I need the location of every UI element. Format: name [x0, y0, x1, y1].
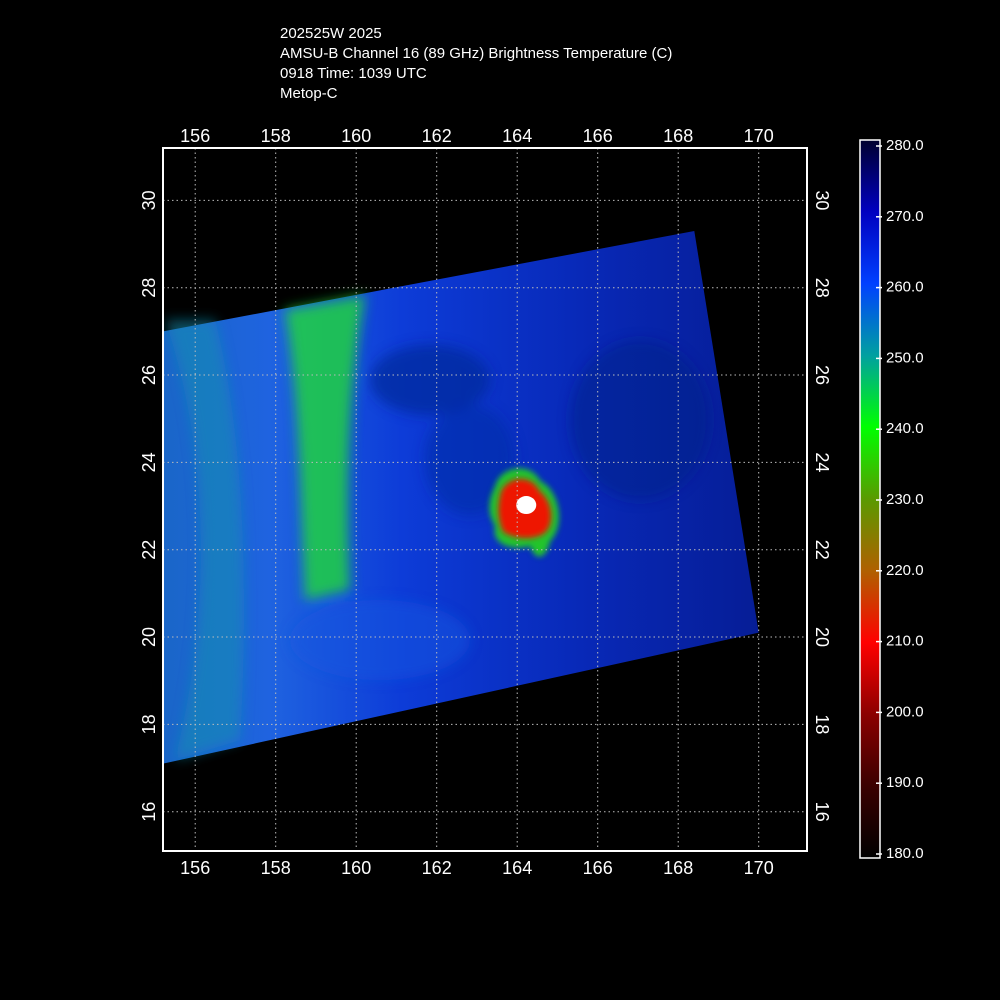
satellite-title: Metop-C [280, 85, 338, 102]
lon-tick-label-bottom: 156 [180, 858, 210, 878]
lat-tick-label-right: 16 [812, 802, 832, 822]
lat-tick-label-right: 28 [812, 278, 832, 298]
lat-tick-label-left: 26 [139, 365, 159, 385]
storm-id-title: 202525W 2025 [280, 25, 382, 42]
axis-ticks: 156 156 158 158 160 160 162 162 164 164 166 166 168 1… [139, 126, 832, 878]
colorbar-scale [859, 139, 881, 859]
lon-tick-label-top: 160 [341, 126, 371, 146]
lat-tick-label-right: 30 [812, 190, 832, 210]
lon-tick-label-bottom: 168 [663, 858, 693, 878]
lon-tick-label-bottom: 166 [583, 858, 613, 878]
plot-header: 202525W 2025 AMSU-B Channel 16 (89 GHz) … [280, 24, 672, 104]
lon-tick-label-top: 162 [422, 126, 452, 146]
colorbar: 280.0 270.0 260.0 250.0 240.0 230.0 220.0 210.0… [859, 137, 924, 862]
lon-tick-label-top: 158 [261, 126, 291, 146]
lon-tick-label-top: 156 [180, 126, 210, 146]
cloud-band [285, 295, 365, 600]
colorbar-label: 180.0 [886, 845, 924, 862]
lon-tick-label-bottom: 164 [502, 858, 532, 878]
cloud-band [425, 405, 515, 515]
lon-tick-label-bottom: 162 [422, 858, 452, 878]
lat-tick-label-left: 28 [139, 278, 159, 298]
lat-tick-label-left: 22 [139, 540, 159, 560]
cloud-band [165, 320, 244, 760]
lon-tick-label-bottom: 170 [744, 858, 774, 878]
lon-tick-label-top: 170 [744, 126, 774, 146]
lat-tick-label-left: 24 [139, 452, 159, 472]
lon-tick-label-top: 166 [583, 126, 613, 146]
lat-tick-label-right: 24 [812, 452, 832, 472]
lat-tick-label-right: 20 [812, 627, 832, 647]
storm-core [489, 468, 559, 557]
lat-tick-label-right: 26 [812, 365, 832, 385]
cloud-bands [165, 295, 710, 760]
lat-tick-label-left: 20 [139, 627, 159, 647]
cloud-band [570, 340, 710, 500]
time-title: 0918 Time: 1039 UTC [280, 65, 427, 82]
lat-tick-label-left: 30 [139, 190, 159, 210]
colorbar-label: 220.0 [886, 562, 924, 579]
lat-tick-label-left: 16 [139, 802, 159, 822]
cloud-band [370, 345, 490, 415]
colorbar-label: 230.0 [886, 491, 924, 508]
cloud-band [290, 600, 470, 680]
lat-lon-grid [163, 148, 807, 851]
lat-tick-label-left: 18 [139, 714, 159, 734]
colorbar-label: 210.0 [886, 633, 924, 650]
lon-tick-label-bottom: 160 [341, 858, 371, 878]
lat-tick-label-right: 22 [812, 540, 832, 560]
lon-tick-label-bottom: 158 [261, 858, 291, 878]
lon-tick-label-top: 164 [502, 126, 532, 146]
map-frame [162, 147, 808, 852]
colorbar-label: 240.0 [886, 420, 924, 437]
lon-tick-label-top: 168 [663, 126, 693, 146]
map-area [163, 148, 807, 851]
lat-tick-label-right: 18 [812, 714, 832, 734]
colorbar-label: 270.0 [886, 208, 924, 225]
colorbar-label: 250.0 [886, 349, 924, 366]
colorbar-label: 200.0 [886, 703, 924, 720]
colorbar-label: 190.0 [886, 774, 924, 791]
colorbar-label: 280.0 [886, 137, 924, 154]
storm-eye [516, 496, 537, 515]
product-title: AMSU-B Channel 16 (89 GHz) Brightness Te… [280, 45, 673, 62]
colorbar-label: 260.0 [886, 279, 924, 296]
